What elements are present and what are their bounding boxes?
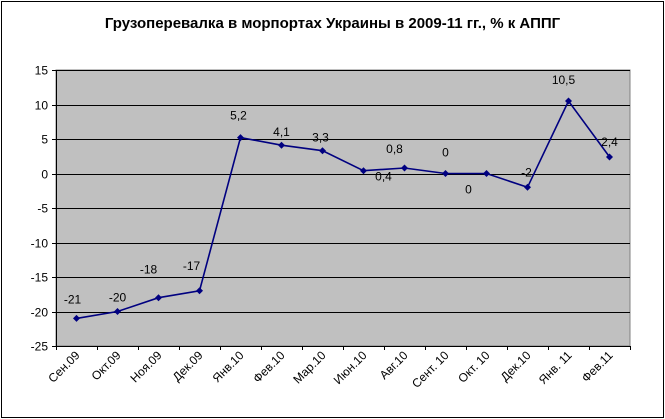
series-line (76, 99, 611, 320)
x-tick-label: Окт.09 (89, 348, 124, 383)
y-tick-label: -10 (31, 237, 49, 251)
x-tick-label: Фев.11 (579, 348, 616, 385)
x-tick-label: Июн.10 (331, 348, 370, 387)
x-tick-label: Сен.09 (45, 348, 82, 385)
data-label: -17 (183, 259, 201, 273)
data-label: -18 (140, 263, 158, 277)
data-label: 5,2 (230, 109, 247, 123)
x-tick-label: Дек.10 (498, 348, 534, 384)
data-label: 10,5 (552, 73, 576, 87)
data-point (319, 147, 326, 155)
y-tick-label: 5 (41, 133, 48, 147)
x-tick-label: Фев.10 (250, 348, 288, 386)
data-label: 0 (465, 183, 472, 197)
y-tick-label: -25 (31, 340, 49, 354)
data-label: 2,4 (601, 135, 618, 149)
data-point (606, 153, 613, 161)
x-tick-label: Окт. 10 (455, 348, 493, 386)
data-point (155, 294, 162, 302)
x-tick-label: Дек.09 (170, 348, 206, 384)
data-point (73, 314, 80, 322)
data-point (278, 141, 285, 149)
data-label: -2 (521, 165, 532, 179)
x-tick-label: Авг.10 (377, 348, 411, 382)
y-tick-label: -20 (31, 306, 49, 320)
data-label: 3,3 (312, 131, 329, 145)
x-tick-label: Сент. 10 (409, 348, 452, 391)
y-tick-label: 15 (35, 64, 49, 78)
x-tick-label: Ноя.09 (127, 348, 164, 385)
data-label: 0 (442, 146, 449, 160)
data-label: 4,1 (273, 125, 290, 139)
data-point (237, 134, 244, 142)
data-label: 0,4 (375, 170, 392, 184)
data-point (483, 170, 490, 177)
data-point (524, 183, 531, 191)
data-point (196, 287, 203, 295)
y-tick-label: 10 (35, 99, 49, 113)
x-tick-label: Мар.10 (290, 348, 329, 387)
data-label: -20 (109, 291, 127, 305)
chart-title: Грузоперевалка в морпортах Украины в 200… (104, 15, 561, 32)
data-point (442, 170, 449, 177)
data-point (565, 97, 572, 105)
x-tick-label: Янв. 11 (536, 348, 575, 387)
data-point (114, 308, 121, 315)
data-label: 0,8 (386, 142, 403, 156)
data-point (401, 164, 408, 172)
x-tick-label: Янв.10 (210, 348, 247, 385)
y-tick-label: -15 (31, 271, 49, 285)
y-tick-label: 0 (41, 168, 48, 182)
data-point (360, 167, 367, 175)
y-tick-label: -5 (37, 202, 48, 216)
data-label: -21 (64, 292, 82, 306)
